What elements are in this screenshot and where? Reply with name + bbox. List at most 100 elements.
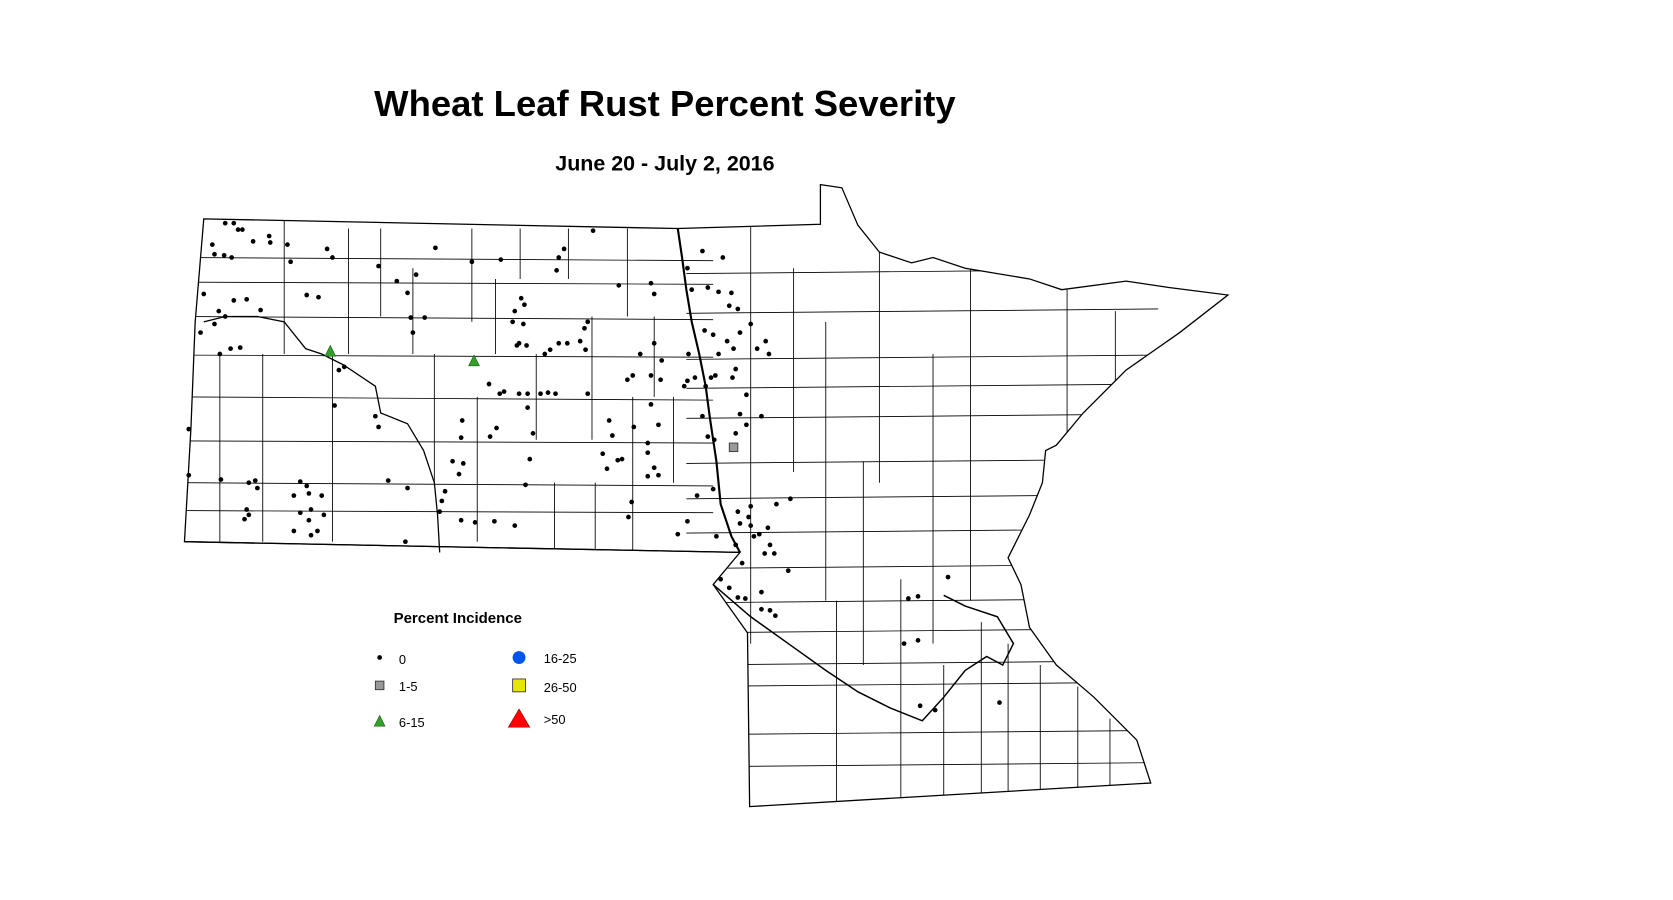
marker-severity-0 [658, 377, 663, 383]
marker-severity-0 [542, 351, 548, 357]
marker-severity-0 [217, 351, 223, 357]
county-line [686, 762, 1159, 768]
marker-severity-0 [527, 456, 533, 462]
marker-severity-0 [705, 434, 711, 439]
marker-severity-0 [703, 383, 709, 389]
marker-severity-0 [212, 321, 217, 327]
county-line [686, 413, 1159, 419]
marker-severity-0 [651, 465, 657, 471]
marker-severity-0 [556, 340, 562, 346]
marker-severity-0 [229, 255, 235, 260]
marker-severity-0 [330, 255, 335, 260]
legend-square-icon [374, 680, 385, 691]
marker-severity-0 [332, 403, 337, 408]
marker-severity-0 [222, 314, 228, 319]
marker-severity-0 [198, 330, 203, 335]
marker-severity-0 [376, 263, 381, 269]
marker-severity-0 [685, 378, 690, 384]
marker-severity-0 [997, 700, 1002, 705]
marker-severity-0 [216, 308, 222, 314]
marker-severity-0 [405, 290, 410, 296]
marker-severity-0 [626, 514, 631, 520]
marker-severity-0 [711, 437, 717, 443]
marker-severity-0 [754, 346, 760, 352]
marker-severity-0 [494, 425, 499, 431]
marker-severity-0 [714, 533, 719, 539]
marker-severity-0 [252, 478, 258, 483]
marker-severity-0 [735, 595, 741, 600]
marker-severity-0 [240, 227, 245, 232]
marker-severity-0 [237, 345, 243, 350]
marker-severity-0 [308, 507, 314, 512]
marker-severity-0 [726, 585, 732, 591]
marker-severity-0 [600, 451, 606, 457]
marker-severity-0 [512, 523, 518, 528]
legend-square-icon [512, 678, 526, 693]
marker-severity-0 [773, 613, 778, 619]
marker-severity-0 [615, 457, 621, 463]
marker-severity-0 [656, 422, 661, 428]
marker-severity-0 [518, 295, 524, 301]
marker-severity-0 [585, 391, 591, 397]
marker-severity-0 [530, 431, 536, 436]
marker-severity-0 [759, 589, 764, 595]
marker-severity-0 [201, 291, 207, 297]
marker-severity-0 [525, 391, 530, 397]
marker-severity-0 [731, 346, 736, 352]
marker-severity-0 [246, 512, 252, 518]
marker-severity-0 [285, 242, 290, 247]
legend-title: Percent Incidence [394, 610, 522, 627]
marker-severity-0 [637, 351, 643, 357]
marker-severity-0 [458, 517, 464, 523]
legend-label: 6-15 [399, 715, 425, 730]
marker-severity-0 [735, 509, 741, 515]
marker-severity-0 [410, 330, 416, 335]
marker-severity-0 [759, 413, 764, 419]
marker-severity-0 [258, 307, 263, 313]
marker-severity-0 [629, 499, 635, 505]
marker-severity-0 [720, 255, 726, 260]
nd-mn-state-line [184, 541, 740, 554]
marker-severity-0 [718, 576, 724, 582]
marker-severity-0 [774, 501, 779, 507]
marker-severity-0 [472, 520, 478, 525]
marker-severity-0 [645, 450, 651, 456]
marker-severity-0 [460, 461, 466, 466]
county-line [184, 396, 714, 401]
state-map [183, 183, 1229, 808]
legend-label: 16-25 [544, 651, 577, 666]
marker-severity-0 [376, 424, 381, 430]
marker-severity-0 [459, 418, 465, 423]
marker-severity-6-15 [324, 344, 337, 357]
marker-severity-0 [209, 242, 215, 247]
county-line [686, 308, 1159, 314]
marker-severity-0 [413, 272, 419, 278]
marker-severity-0 [458, 435, 464, 441]
marker-severity-0 [712, 373, 718, 378]
marker-severity-0 [729, 290, 734, 296]
marker-severity-0 [319, 493, 325, 498]
missouri-river [203, 315, 441, 553]
marker-severity-0 [651, 340, 657, 346]
marker-severity-0 [590, 228, 596, 234]
marker-severity-0 [538, 391, 543, 397]
marker-severity-0 [756, 531, 762, 537]
marker-severity-0 [708, 375, 714, 380]
marker-severity-0 [405, 485, 410, 491]
marker-severity-0 [604, 466, 610, 472]
marker-severity-0 [616, 283, 622, 288]
marker-severity-0 [487, 434, 493, 439]
marker-severity-0 [554, 268, 559, 273]
marker-severity-0 [742, 596, 748, 601]
map-title: Wheat Leaf Rust Percent Severity [374, 83, 956, 124]
marker-severity-0 [231, 220, 237, 226]
legend-item-16-25: 16-25 [512, 651, 577, 666]
marker-severity-0 [218, 477, 224, 482]
legend: Percent Incidence 0 1-5 6-15 16-25 26-50… [373, 610, 577, 730]
marker-severity-0 [700, 248, 705, 254]
marker-severity-0 [733, 366, 739, 372]
marker-severity-0 [744, 422, 749, 428]
marker-severity-0 [705, 285, 711, 290]
marker-severity-0 [341, 364, 347, 370]
marker-severity-0 [726, 303, 732, 309]
